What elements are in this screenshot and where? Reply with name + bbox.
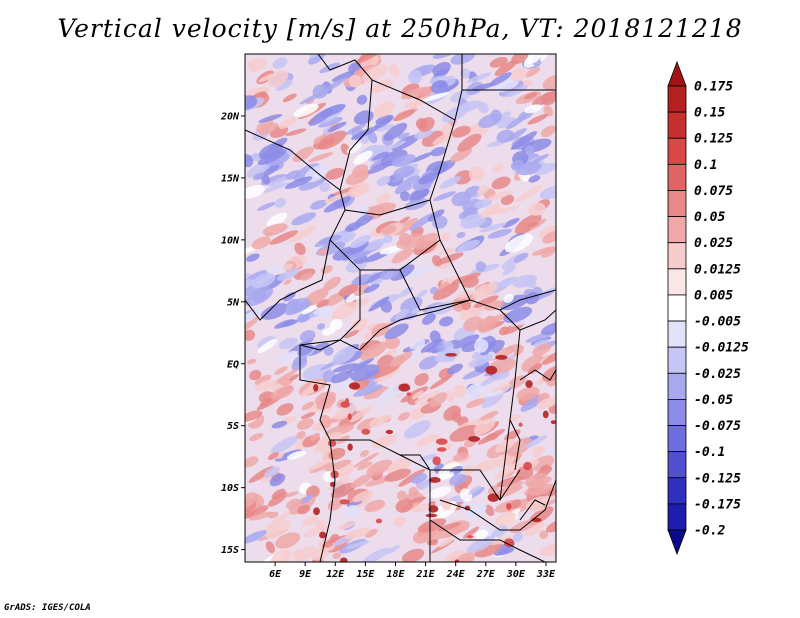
colorbar-swatch (667, 111, 687, 139)
velocity-field (245, 54, 556, 562)
lon-tick-label: 27E (476, 569, 496, 580)
colorbar-label: 0.175 (694, 80, 733, 95)
colorbar-swatch (667, 163, 687, 191)
colorbar-swatch (667, 85, 687, 113)
lon-tick-label: 18E (386, 569, 405, 580)
colorbar-swatch (667, 190, 687, 217)
lon-tick-label: 21E (416, 569, 436, 580)
lon-tick-label: 30E (506, 569, 526, 580)
colorbar-label: -0.1 (694, 445, 725, 460)
lat-tick-label: 15S (221, 545, 239, 556)
colorbar-swatch (667, 477, 687, 505)
lon-tick-label: 33E (536, 569, 556, 580)
colorbar-swatch (667, 372, 687, 400)
lon-tick-label: 15E (356, 569, 375, 580)
country-borders (245, 54, 556, 562)
longitude-axis: 6E 9E 12E 15E 18E 21E 24E 27E 30E 33E (269, 562, 556, 580)
lat-tick-label: 10N (221, 235, 240, 246)
colorbar-label: 0.0125 (694, 262, 741, 277)
colorbar-bottom-arrow (667, 529, 687, 556)
lat-tick-label: 20N (220, 111, 240, 122)
colorbar-label: 0.025 (694, 236, 733, 251)
lat-tick-label: EQ (227, 359, 239, 370)
colorbar-label: -0.125 (694, 471, 741, 486)
colorbar-swatch (667, 503, 687, 531)
lat-tick-label: 5S (227, 421, 239, 432)
colorbar-swatch (667, 242, 687, 270)
colorbar: 0.175 0.15 0.125 0.1 0.075 0.05 0.025 0.0125 0.0… (667, 60, 749, 556)
colorbar-swatch (667, 216, 687, 244)
colorbar-label: 0.15 (694, 106, 725, 121)
colorbar-label: 0.075 (694, 184, 733, 199)
lat-tick-label: 15N (221, 173, 240, 184)
lon-tick-label: 9E (299, 569, 312, 580)
colorbar-label: -0.0125 (694, 341, 749, 356)
colorbar-swatch (667, 346, 687, 374)
colorbar-label: 0.005 (694, 288, 733, 303)
colorbar-swatch (667, 320, 687, 348)
colorbar-label: -0.005 (694, 315, 741, 330)
lon-tick-label: 12E (326, 569, 345, 580)
colorbar-label: 0.1 (694, 158, 717, 173)
colorbar-label: -0.075 (694, 419, 741, 434)
map-title: Vertical velocity [m/s] at 250hPa, VT: 2… (57, 14, 743, 43)
colorbar-top-arrow (667, 60, 687, 87)
colorbar-label: 0.125 (694, 132, 733, 147)
map-frame (244, 53, 557, 563)
lat-tick-label: 5N (227, 297, 240, 308)
lat-tick-label: 10S (221, 483, 239, 494)
latitude-axis: 20N 15N 10N 5N EQ 5S 10S 15S (220, 111, 245, 556)
colorbar-label: 0.05 (694, 210, 725, 225)
colorbar-swatch (667, 137, 687, 165)
colorbar-label: -0.2 (694, 524, 725, 539)
colorbar-label: -0.05 (694, 393, 733, 408)
colorbar-label: -0.025 (694, 367, 741, 382)
credit-text: GrADS: IGES/COLA (4, 603, 91, 613)
colorbar-swatch (667, 268, 687, 296)
colorbar-swatch (667, 294, 687, 322)
colorbar-label: -0.175 (694, 497, 741, 512)
colorbar-swatch (667, 399, 687, 426)
lon-tick-label: 6E (269, 569, 282, 580)
lon-tick-label: 24E (446, 569, 466, 580)
colorbar-swatch (667, 451, 687, 479)
colorbar-swatch (667, 425, 687, 453)
